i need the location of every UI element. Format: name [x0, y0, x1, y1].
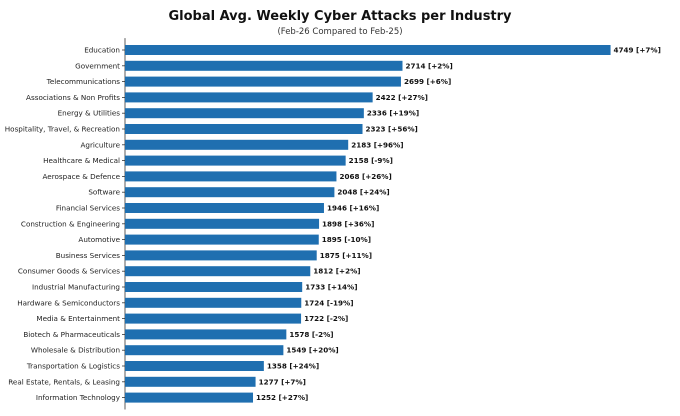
category-label: Consumer Goods & Services — [18, 267, 120, 276]
data-label: 1358 [+24%] — [267, 362, 319, 371]
category-label: Wholesale & Distribution — [31, 346, 120, 355]
category-label: Information Technology — [36, 393, 121, 402]
data-label: 1946 [+16%] — [327, 204, 379, 213]
bar — [125, 250, 317, 261]
category-label: Automotive — [78, 235, 120, 244]
data-label: 2336 [+19%] — [367, 109, 419, 118]
bar — [125, 203, 324, 213]
category-label: Government — [75, 61, 120, 70]
data-label: 1722 [-2%] — [304, 314, 348, 323]
data-label: 1898 [+36%] — [322, 219, 374, 228]
bar — [125, 282, 303, 292]
chart-subtitle: (Feb-26 Compared to Feb-25) — [277, 27, 403, 37]
category-label: Biotech & Pharmaceuticals — [23, 330, 120, 339]
bar — [125, 155, 346, 166]
data-label: 2714 [+2%] — [405, 61, 452, 70]
category-label: Software — [88, 188, 120, 197]
data-label: 2323 [+56%] — [366, 125, 418, 134]
chart-title: Global Avg. Weekly Cyber Attacks per Ind… — [168, 9, 512, 24]
category-label: Industrial Manufacturing — [32, 283, 120, 292]
category-label: Business Services — [56, 251, 121, 260]
bar — [125, 92, 373, 103]
category-label: Transportation & Logistics — [26, 362, 120, 371]
bar — [125, 297, 302, 308]
bar — [125, 234, 319, 245]
category-label: Hardware & Semiconductors — [17, 298, 120, 307]
data-label: 2068 [+26%] — [339, 172, 391, 181]
bar — [125, 376, 256, 387]
category-label: Hospitality, Travel, & Recreation — [5, 125, 120, 134]
data-label: 4749 [+7%] — [614, 46, 661, 55]
bar — [125, 108, 364, 119]
data-label: 1733 [+14%] — [305, 283, 357, 292]
bar — [125, 124, 363, 134]
category-label: Media & Entertainment — [36, 314, 120, 323]
data-label: 1277 [+7%] — [259, 377, 306, 386]
data-label: 1252 [+27%] — [256, 393, 308, 402]
data-label: 2422 [+27%] — [376, 93, 428, 102]
data-label: 1724 [-19%] — [304, 298, 353, 307]
bar — [125, 139, 349, 150]
data-label: 2048 [+24%] — [337, 188, 389, 197]
bar — [125, 345, 284, 356]
data-label: 1895 [-10%] — [322, 235, 371, 244]
category-label: Education — [84, 46, 120, 55]
data-label: 1875 [+11%] — [320, 251, 372, 260]
category-label: Financial Services — [56, 204, 120, 213]
data-label: 2158 [-9%] — [349, 156, 393, 165]
bar — [125, 392, 254, 403]
bar — [125, 60, 403, 71]
category-label: Associations & Non Profits — [26, 93, 120, 102]
bar — [125, 313, 302, 324]
category-label: Healthcare & Medical — [43, 156, 120, 165]
bar — [125, 329, 287, 340]
data-label: 2183 [+96%] — [351, 140, 403, 149]
data-label: 1578 [-2%] — [289, 330, 333, 339]
bar — [125, 171, 337, 182]
category-label: Energy & Utilities — [58, 109, 121, 118]
bar — [125, 266, 311, 277]
data-label: 2699 [+6%] — [404, 77, 451, 86]
bar — [125, 218, 320, 229]
category-label: Agriculture — [80, 140, 120, 149]
bar — [125, 361, 264, 371]
category-label: Telecommunications — [46, 77, 121, 86]
category-label: Construction & Engineering — [21, 219, 120, 228]
bar — [125, 187, 335, 198]
data-label: 1549 [+20%] — [286, 346, 338, 355]
bar — [125, 45, 611, 55]
bar — [125, 76, 401, 87]
category-label: Real Estate, Rentals, & Leasing — [8, 377, 120, 386]
data-label: 1812 [+2%] — [313, 267, 360, 276]
category-label: Aerospace & Defence — [42, 172, 120, 181]
